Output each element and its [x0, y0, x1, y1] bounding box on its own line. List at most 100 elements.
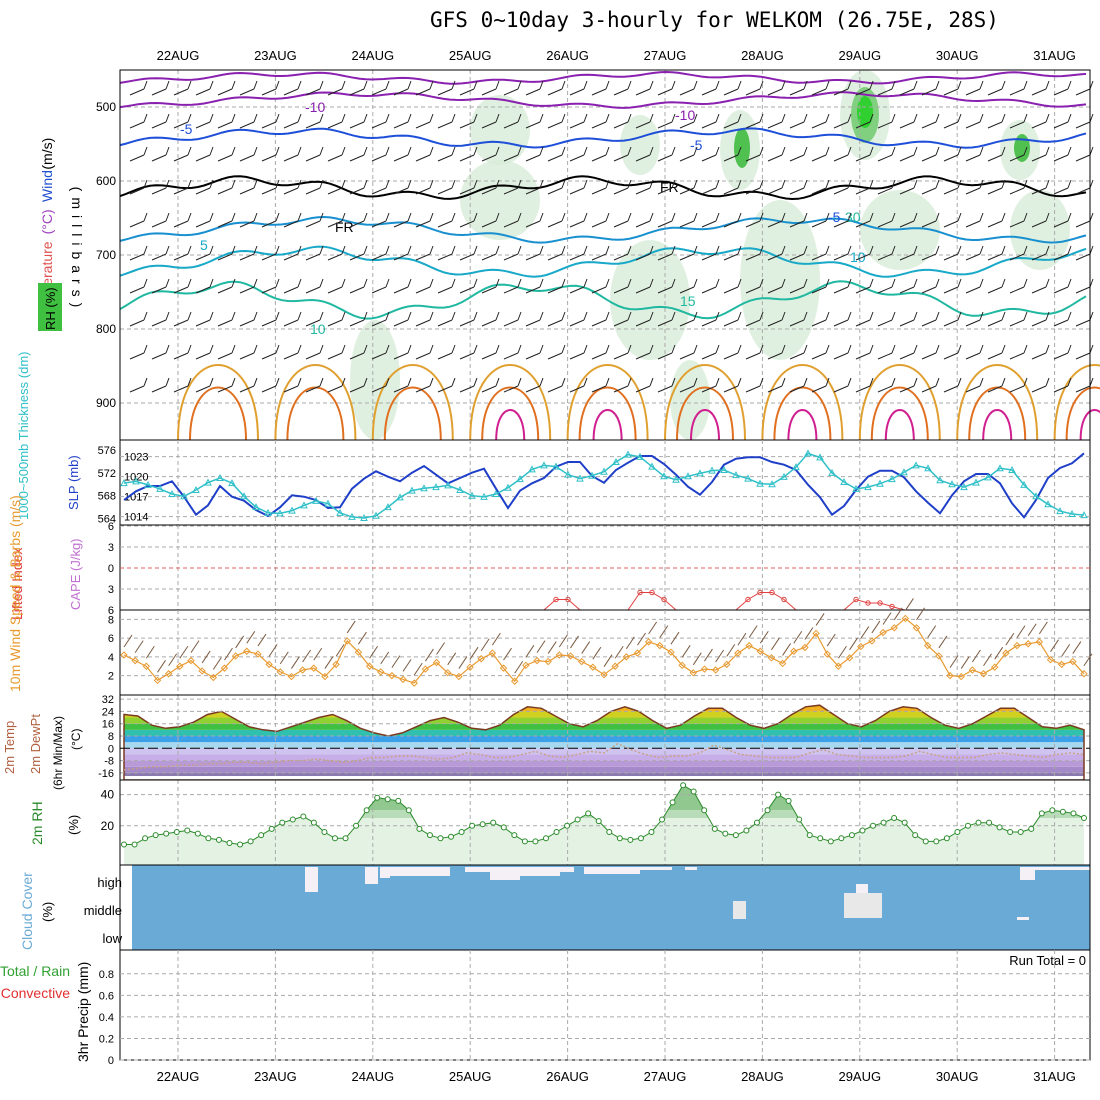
wind-barb [503, 344, 522, 360]
wind-barb-10m [815, 613, 825, 626]
wind-barb [327, 245, 346, 261]
wind-barb [899, 377, 918, 393]
wind-barb [371, 245, 390, 261]
wind-barb [987, 146, 1006, 162]
wind-speed-point [399, 675, 407, 684]
wind-barb [195, 80, 214, 96]
wind-barb [503, 377, 522, 393]
contour-label: -10 [675, 107, 695, 123]
rh-point [912, 832, 919, 839]
wind-barb-10m [469, 646, 479, 660]
wind-barb-10m [849, 637, 858, 651]
rh-point [121, 841, 127, 848]
y-tick-label: 700 [96, 248, 116, 262]
wind-barb [723, 377, 742, 393]
thickness-point [264, 508, 272, 516]
wind-barb [657, 80, 676, 96]
rh-point [500, 824, 507, 831]
lifted-ylabel: Lifted Index [9, 548, 25, 620]
thickness-point [900, 468, 908, 476]
rh-point [764, 807, 771, 814]
wind-barb [195, 212, 214, 228]
wind-barb-10m [726, 644, 736, 657]
wind-barb [657, 344, 676, 360]
date-label-bottom: 29AUG [838, 1069, 881, 1084]
wind-barb [899, 245, 918, 261]
wind-barb [1053, 179, 1072, 195]
wind-barb [591, 377, 610, 393]
wind-barb [371, 113, 390, 129]
wind-barb [415, 80, 434, 96]
thickness-point [192, 485, 200, 493]
wind-barb [349, 278, 368, 294]
rh-point [247, 838, 254, 845]
wind-barb [305, 179, 324, 195]
cloud-gap [490, 867, 520, 880]
wind-speed-point [209, 673, 218, 682]
cloud-gap [685, 867, 697, 870]
wind-speed-point [890, 624, 898, 632]
rh-point [722, 830, 729, 837]
rh-shading [670, 360, 710, 440]
wind-barb-10m [916, 607, 925, 621]
contour-temp-20 [761, 364, 844, 441]
wind-barb [503, 245, 522, 261]
cloud-level-middle: middle [84, 903, 122, 918]
wind-barb [943, 146, 962, 162]
wind-barb-10m [257, 633, 267, 647]
wind-barb-10m [592, 646, 602, 660]
wind-barb [305, 113, 324, 129]
wind-barb [745, 113, 764, 129]
wind-barb [1009, 179, 1028, 195]
wind-barb [261, 278, 280, 294]
wind-barb [613, 278, 632, 294]
wind-barb-10m [514, 660, 524, 674]
wind-barb [129, 179, 148, 195]
wind-barb [591, 179, 610, 195]
thickness-point [396, 493, 404, 501]
rh-point [1059, 808, 1066, 815]
thickness-point [228, 479, 236, 487]
contour-label: -5 [690, 137, 703, 153]
wind-barb [173, 245, 192, 261]
ylabel-minmax: (6hr Min/Max) [51, 716, 65, 790]
wind-barb [239, 146, 258, 162]
wind-barb [1053, 212, 1072, 228]
temperature-band [124, 766, 1084, 773]
date-label-top: 28AUG [741, 48, 784, 63]
wind-barb [745, 212, 764, 228]
wind-speed-point [589, 663, 597, 671]
wind-speed-point [845, 654, 854, 662]
cloud-gap [856, 884, 868, 893]
wind-barb-10m [771, 637, 780, 651]
wind-barb-10m [681, 645, 691, 658]
thickness-point [612, 457, 620, 465]
wind-speed-point [823, 650, 831, 658]
thickness-point [1080, 511, 1088, 519]
ylabel-precip: 3hr Precip (mm) [75, 962, 91, 1062]
wind-barb [393, 311, 412, 327]
thickness-point [804, 449, 812, 457]
wind-barb [173, 113, 192, 129]
wind-barb-10m [536, 640, 546, 653]
wind-barb [569, 146, 588, 162]
wind-speed-point [298, 666, 307, 674]
wind-barb [943, 311, 962, 327]
wind-barb [371, 377, 390, 393]
wind-speed-point [332, 660, 340, 669]
rh-point [1028, 825, 1035, 832]
contour-temp-30 [495, 409, 526, 441]
wind-barb-10m [860, 626, 870, 639]
rh-point [458, 829, 465, 836]
wind-barb [833, 377, 852, 393]
wind-speed-point [834, 662, 843, 670]
thickness-tick-label: 576 [98, 445, 116, 457]
contour-freezing [119, 175, 1087, 201]
ylabel-temp-unit: (°C) [69, 729, 83, 750]
wind-barb [855, 311, 874, 327]
wind-barb [921, 146, 940, 162]
wind-barb-10m [804, 627, 814, 640]
ylabel-thickness: 1000~500mb Thickness (dm) [16, 352, 31, 521]
wind-barb [921, 344, 940, 360]
y-tick-label: 900 [96, 396, 116, 410]
